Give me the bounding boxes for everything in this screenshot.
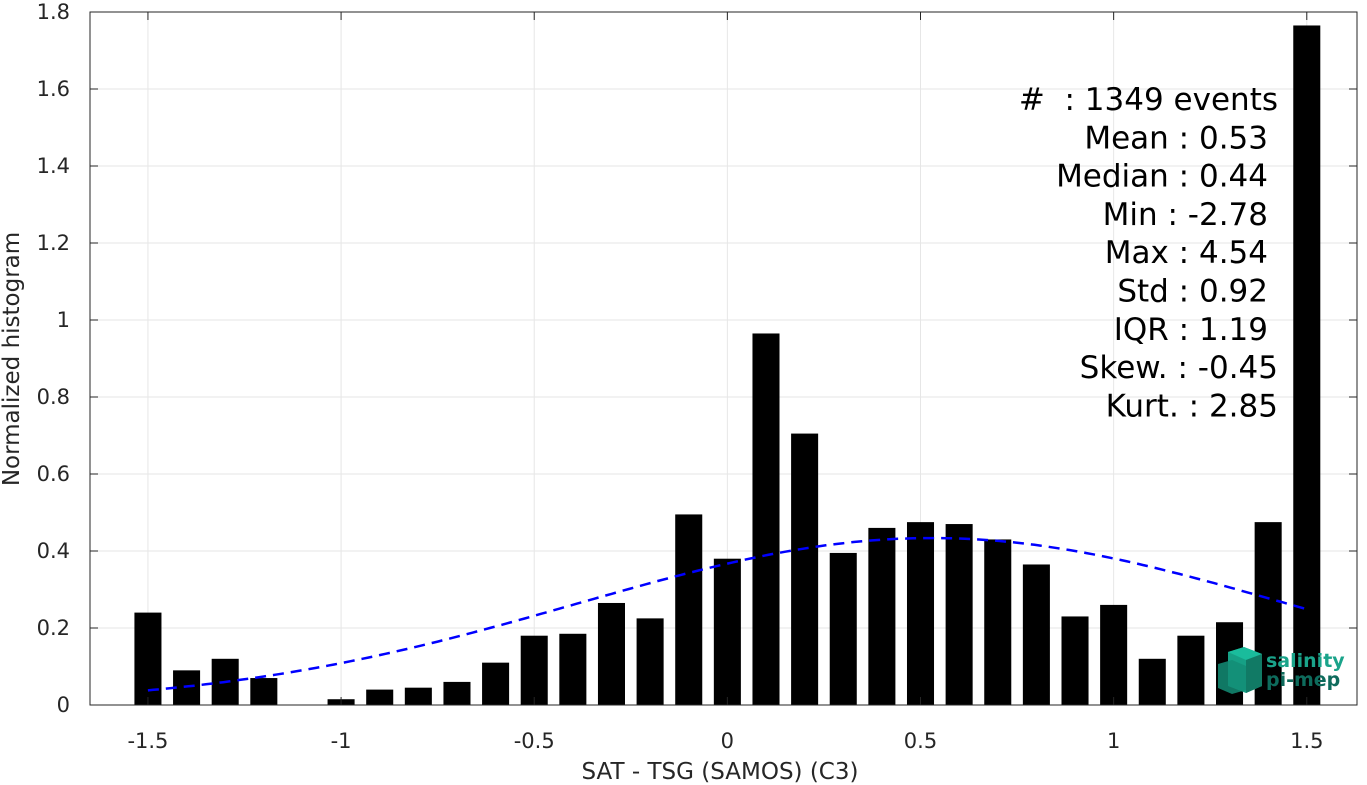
histogram-bar: [1177, 635, 1205, 705]
histogram-bar: [791, 433, 819, 705]
histogram-bar: [1061, 616, 1089, 705]
histogram-bar: [520, 635, 548, 705]
histogram-bar: [404, 687, 432, 705]
y-tick-label: 0.4: [37, 539, 70, 563]
gaussian-fit-curve: [147, 536, 1308, 692]
stats-line: Std : 0.92: [1117, 274, 1268, 310]
histogram-bar: [482, 662, 510, 705]
histogram-bar: [675, 514, 703, 705]
stats-line: Kurt. : 2.85: [1106, 388, 1278, 424]
y-tick-label: 1: [57, 308, 70, 332]
axes-layer: [89, 11, 1358, 706]
stats-line: Min : -2.78: [1103, 197, 1268, 233]
histogram-bar: [443, 681, 471, 705]
x-tick-label: -1.5: [127, 729, 168, 753]
histogram-bar: [945, 524, 973, 705]
histogram-bar: [1138, 658, 1166, 705]
logo-text-line1: salinity: [1266, 650, 1345, 672]
histogram-bar: [366, 689, 394, 705]
logo-cube-icon: [1218, 647, 1262, 694]
stats-line: Max : 4.54: [1105, 235, 1268, 271]
stats-line: Mean : 0.53: [1084, 120, 1268, 156]
x-tick-label: -0.5: [514, 729, 555, 753]
histogram-bar: [1100, 604, 1128, 705]
histogram-bar: [829, 552, 857, 705]
y-tick-label: 1.4: [37, 154, 70, 178]
fit-curve-layer: [147, 536, 1308, 692]
x-tick-label: 0.5: [904, 729, 937, 753]
stats-line: Median : 0.44: [1056, 159, 1268, 195]
stats-line: Skew. : -0.45: [1080, 350, 1278, 386]
bars-layer: [134, 25, 1321, 706]
y-tick-label: 1.6: [37, 77, 70, 101]
histogram-bar: [713, 558, 741, 705]
y-tick-label: 0.8: [37, 385, 70, 409]
histogram-bar: [559, 633, 587, 705]
x-tick-label: 1: [1107, 729, 1120, 753]
histogram-bar: [250, 678, 278, 705]
stats-line: # : 1349 events: [1019, 82, 1278, 118]
histogram-bar: [868, 527, 896, 705]
y-tick-label: 1.2: [37, 231, 70, 255]
x-tick-label: 0: [721, 729, 734, 753]
y-axis-label: Normalized histogram: [0, 232, 25, 486]
x-tick-label: -1: [331, 729, 352, 753]
y-tick-label: 0.6: [37, 462, 70, 486]
x-tick-label: 1.5: [1290, 729, 1323, 753]
tick-labels-layer: -1.5 -1 -0.5 0 0.5 1 1.5 0 0.2 0.4 0.6 0.8 1 1.2 1.4 1.…: [37, 0, 1324, 753]
plot-frame: [89, 11, 1358, 706]
histogram-bar: [1022, 564, 1050, 705]
histogram-bar: [636, 618, 664, 705]
logo-text-line2: pi-mep: [1266, 669, 1340, 691]
histogram-bar: [984, 539, 1012, 705]
histogram-bar: [906, 522, 935, 705]
histogram-bar: [597, 602, 625, 705]
histogram-bar: [134, 612, 162, 705]
histogram-bar: [752, 333, 780, 705]
histogram-bar: [1293, 25, 1321, 706]
y-tick-label: 1.8: [37, 0, 70, 24]
x-axis-label: SAT - TSG (SAMOS) (C3): [582, 759, 859, 785]
y-tick-label: 0: [57, 693, 70, 717]
salinity-pimep-logo: salinity pi-mep: [1218, 647, 1345, 694]
stats-line: IQR : 1.19: [1114, 312, 1268, 348]
y-tick-label: 0.2: [37, 616, 70, 640]
